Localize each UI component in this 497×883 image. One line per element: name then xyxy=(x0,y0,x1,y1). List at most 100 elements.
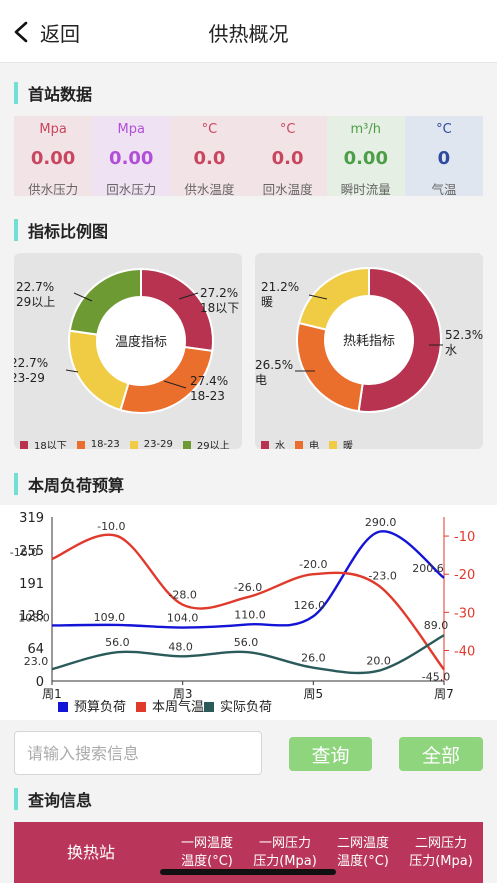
y-left-tick-label: 191 xyxy=(19,577,44,592)
data-label: 56.0 xyxy=(105,636,130,649)
data-label: -20.0 xyxy=(299,558,327,571)
pie-category-label: 暖 xyxy=(261,295,273,309)
legend-swatch xyxy=(204,702,214,712)
legend-swatch xyxy=(295,440,303,449)
pie-category-label: 水 xyxy=(445,343,457,357)
legend-label: 18以下 xyxy=(34,441,67,449)
table-header-cell: 一网压力压力(Mpa) xyxy=(246,835,324,871)
heat-consumption-chart-card: 热耗指标 52.3% 水 26.5% 电 21.2% 暖 水电暖 xyxy=(255,253,483,449)
pie-label-leader xyxy=(65,369,79,373)
station-stats: Mpa 0.00 供水压力 Mpa 0.00 回水压力 °C 0.0 供水温度 °C 0.0 回水温度… xyxy=(14,116,484,197)
stat-label: 供水压力 xyxy=(28,182,79,197)
weekly-load-chart-card: 0 64 128 191 255 319 -10 -20 -30 -40 周1 周3 周5 周7 108.0… xyxy=(0,505,497,720)
section-title-station: 首站数据 xyxy=(14,81,92,105)
legend-item: 电 xyxy=(295,437,319,449)
temperature-index-chart-card: 温度指标27.2%18以下27.4%18-2322.7%23-2922.7%29… xyxy=(14,253,242,449)
legend-item: 水 xyxy=(261,437,285,449)
header-line: 一网压力 xyxy=(258,835,311,851)
legend-swatch xyxy=(261,440,269,449)
heat-consumption-pie-chart: 热耗指标 52.3%水 26.5%电 21.2%暖 xyxy=(255,266,483,413)
table-header-cell: 换热站 xyxy=(14,842,168,862)
pie-legend: 18以下 18-23 23-29 29以上 xyxy=(20,437,240,449)
header-line: 一网温度 xyxy=(180,835,233,851)
data-label: 89.0 xyxy=(424,619,449,632)
data-label: 108.0 xyxy=(18,611,50,624)
x-tick-label: 周7 xyxy=(434,687,454,701)
table-header-cell: 一网温度温度(°C) xyxy=(168,835,246,871)
x-tick-label: 周3 xyxy=(173,687,193,701)
legend-item: 18-23 xyxy=(76,439,120,449)
section-title-text: 本周负荷预算 xyxy=(28,476,125,495)
pie-value-label: 52.3% xyxy=(445,328,483,342)
stat-unit: °C xyxy=(201,122,218,137)
legend-label: 暖 xyxy=(343,441,353,449)
data-label: -45.0 xyxy=(422,671,450,684)
legend-swatch xyxy=(129,440,138,449)
y-left-tick-label: 319 xyxy=(19,511,44,526)
data-label: 104.0 xyxy=(167,612,199,625)
pie-value-label: 21.2% xyxy=(261,280,299,294)
stat-value: 0.0 xyxy=(193,148,226,169)
stat-value: 0.00 xyxy=(343,148,388,169)
section-accent-bar xyxy=(14,473,18,495)
series-line xyxy=(51,530,445,629)
stat-card: m³/h 0.00 瞬时流量 xyxy=(326,116,405,197)
back-button[interactable]: 返回 xyxy=(12,18,80,46)
chevron-left-icon xyxy=(14,21,28,43)
pie-category-label: 23-29 xyxy=(14,371,45,385)
data-label: 23.0 xyxy=(24,655,49,668)
pie-center xyxy=(97,297,185,385)
section-title-weekly: 本周负荷预算 xyxy=(14,472,124,496)
query-button[interactable]: 查询 xyxy=(289,737,372,771)
stat-label: 气温 xyxy=(431,182,457,197)
stat-label: 回水压力 xyxy=(106,182,157,197)
legend-label: 实际负荷 xyxy=(220,700,272,715)
show-all-button[interactable]: 全部 xyxy=(399,737,483,771)
y-left-tick-label: 64 xyxy=(27,642,44,657)
data-label: -23.0 xyxy=(368,570,396,583)
header-line: 温度(°C) xyxy=(181,853,233,869)
legend-item: 23-29 xyxy=(129,439,173,449)
stat-unit: m³/h xyxy=(350,122,382,137)
pie-label-leader xyxy=(73,292,93,302)
pie-value-label: 27.2% xyxy=(200,286,238,300)
home-indicator xyxy=(160,869,336,875)
data-label: 290.0 xyxy=(365,516,397,529)
section-title-text: 首站数据 xyxy=(28,85,93,104)
pie-center-label: 热耗指标 xyxy=(343,334,395,349)
header-line: 换热站 xyxy=(66,842,115,862)
section-title-ratio: 指标比例图 xyxy=(14,218,108,242)
pie-label-leader xyxy=(178,292,199,300)
legend-label: 预算负荷 xyxy=(74,700,126,715)
navigation-bar: 返回 供热概况 xyxy=(0,0,497,63)
header-line: 压力(Mpa) xyxy=(253,853,317,869)
pie-legend: 水电 暖 xyxy=(261,437,363,449)
stat-value: 0.0 xyxy=(271,148,304,169)
y-right-tick-label: -10 xyxy=(454,530,475,545)
stat-unit: Mpa xyxy=(117,122,145,137)
search-input[interactable] xyxy=(14,731,262,775)
stat-label: 回水温度 xyxy=(262,182,313,197)
data-label: 48.0 xyxy=(168,640,193,653)
temperature-index-pie-chart: 温度指标27.2%18以下27.4%18-2322.7%23-2922.7%29… xyxy=(14,267,239,414)
header-line: 压力(Mpa) xyxy=(409,853,473,869)
stat-card: °C 0.0 供水温度 xyxy=(170,116,249,197)
stat-value: 0.00 xyxy=(109,148,154,169)
data-label: -26.0 xyxy=(234,581,262,594)
y-right-tick-label: -20 xyxy=(454,568,475,583)
table-header-cell: 二网压力压力(Mpa) xyxy=(402,835,480,871)
stat-label: 供水温度 xyxy=(184,182,235,197)
legend-swatch xyxy=(58,702,68,712)
section-title-text: 指标比例图 xyxy=(28,222,109,241)
header-line: 温度(°C) xyxy=(337,853,389,869)
legend-label: 本周气温 xyxy=(152,699,204,715)
y-right-tick-label: -30 xyxy=(454,606,475,621)
pie-category-label: 29以上 xyxy=(16,295,55,309)
legend-swatch xyxy=(182,440,191,449)
section-accent-bar xyxy=(14,788,18,810)
pie-category-label: 电 xyxy=(255,373,267,387)
pie-label-leader xyxy=(308,294,328,300)
header-line: 二网压力 xyxy=(414,835,467,851)
legend-item: 18以下 xyxy=(20,437,67,449)
pie-value-label: 22.7% xyxy=(14,356,48,370)
